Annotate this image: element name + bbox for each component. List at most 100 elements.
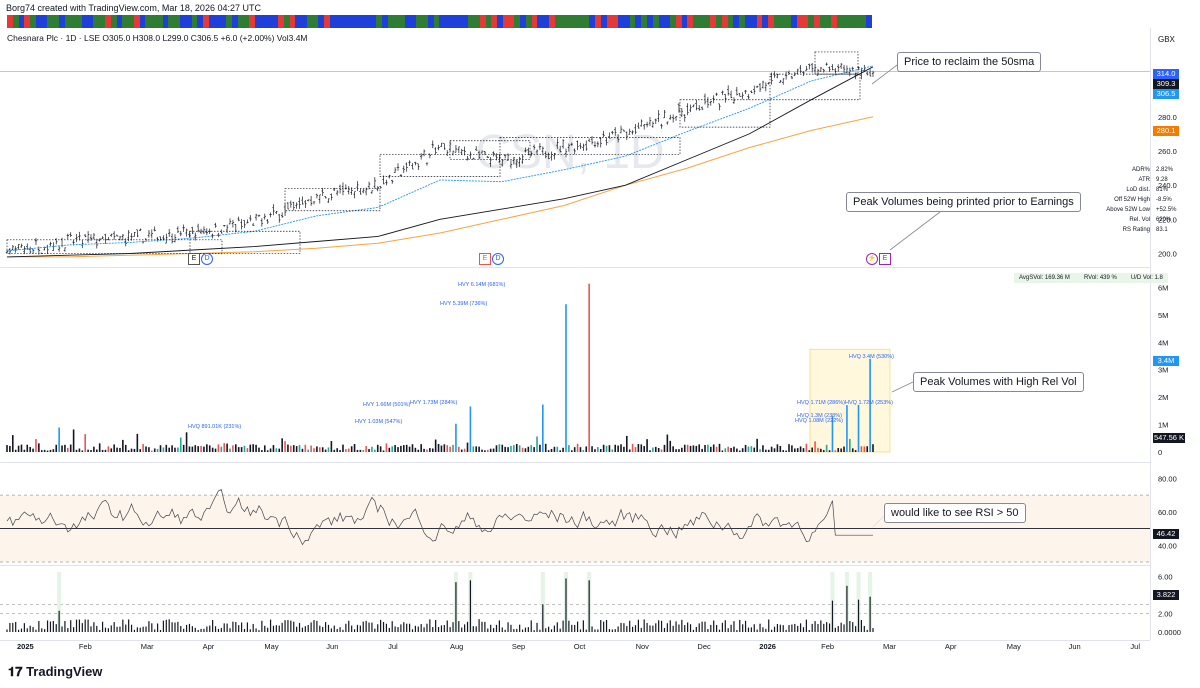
rvol-bar bbox=[212, 619, 214, 632]
rvol-bar bbox=[828, 623, 831, 632]
volume-bar bbox=[229, 448, 231, 452]
rvol-bar bbox=[634, 625, 637, 632]
volume-bar bbox=[562, 447, 564, 452]
volume-annotation: HVY 1.03M (547%) bbox=[355, 419, 402, 425]
rvol-bar bbox=[658, 620, 660, 632]
color-bar-cell bbox=[18, 15, 25, 28]
rvol-bar bbox=[293, 621, 295, 632]
rvol-bar bbox=[608, 629, 611, 632]
rvol-bar bbox=[238, 625, 240, 632]
callout-rsi[interactable]: would like to see RSI > 50 bbox=[884, 503, 1026, 523]
callout-sma[interactable]: Price to reclaim the 50sma bbox=[897, 52, 1042, 72]
rvol-bar bbox=[128, 619, 130, 632]
callout-relvol[interactable]: Peak Volumes with High Rel Vol bbox=[913, 372, 1084, 392]
rvol-bar bbox=[446, 620, 448, 632]
volume-bar bbox=[692, 445, 695, 452]
volume-bar bbox=[426, 449, 428, 452]
volume-bar bbox=[177, 447, 179, 452]
color-bar-cell bbox=[710, 15, 717, 28]
volume-bar bbox=[750, 446, 753, 452]
symbol-legend[interactable]: Chesnara Plc · 1D · LSE O305.0 H308.0 L2… bbox=[7, 33, 308, 43]
color-bar-cell bbox=[681, 15, 688, 28]
volume-bar bbox=[637, 443, 640, 452]
color-bar-cell bbox=[837, 15, 844, 28]
rvol-bar bbox=[394, 626, 396, 632]
volume-bar bbox=[119, 447, 121, 452]
volume-bar bbox=[736, 448, 738, 452]
volume-bar bbox=[281, 438, 283, 452]
rvol-bar bbox=[183, 628, 185, 632]
rvol-bar bbox=[397, 627, 399, 632]
color-bar-cell bbox=[733, 15, 740, 28]
volume-bar bbox=[330, 441, 333, 452]
rvol-bar bbox=[171, 622, 173, 632]
volume-bar bbox=[501, 444, 504, 452]
color-bar-cell bbox=[814, 15, 820, 28]
volume-bar bbox=[58, 427, 60, 452]
color-bar-cell bbox=[329, 15, 336, 28]
rvol-bar bbox=[747, 627, 750, 632]
volume-annotation: HVY 1.73M (284%) bbox=[410, 400, 457, 406]
rvol-bar bbox=[180, 625, 182, 632]
earnings-marker[interactable]: E bbox=[479, 253, 491, 265]
stat-key: Above 52W Low bbox=[1106, 207, 1150, 213]
volume-bar bbox=[504, 446, 506, 452]
color-bar-cell bbox=[577, 15, 584, 28]
volume-bar bbox=[721, 450, 724, 452]
rvol-bar bbox=[510, 624, 512, 632]
rvol-bar bbox=[125, 624, 127, 632]
volume-bar bbox=[116, 447, 118, 452]
earnings-marker[interactable]: E bbox=[188, 253, 200, 265]
rvol-bar bbox=[869, 596, 871, 632]
color-bar-cell bbox=[283, 15, 290, 28]
volume-bar bbox=[87, 449, 89, 452]
rvol-bar bbox=[762, 627, 764, 632]
rvol-bar bbox=[811, 623, 813, 632]
rvol-bar bbox=[133, 629, 136, 632]
dividend-marker[interactable]: D bbox=[201, 253, 213, 265]
volume-bar bbox=[553, 446, 556, 452]
time-tick-label: 2026 bbox=[759, 642, 776, 651]
rvol-bar bbox=[779, 624, 781, 632]
rvol-bar bbox=[122, 619, 124, 632]
rvol-bar bbox=[174, 622, 176, 632]
highlight-volume-box bbox=[809, 348, 891, 453]
range-box bbox=[189, 230, 301, 254]
volume-bar bbox=[458, 446, 460, 452]
pane-separator-time bbox=[0, 640, 1150, 641]
rvol-bar bbox=[739, 619, 741, 632]
volume-bar bbox=[431, 448, 434, 452]
rvol-bar bbox=[443, 625, 445, 632]
earnings-marker[interactable]: E bbox=[879, 253, 891, 265]
rvol-bar bbox=[640, 627, 642, 632]
volume-bar bbox=[38, 443, 40, 452]
rvol-bar bbox=[689, 624, 692, 632]
color-bar-cell bbox=[208, 15, 215, 28]
callout-earnings[interactable]: Peak Volumes being printed prior to Earn… bbox=[846, 192, 1081, 212]
volume-bar bbox=[666, 434, 669, 452]
volume-bar bbox=[145, 446, 147, 452]
stat-key: Off 52W High bbox=[1114, 197, 1150, 203]
volume-bar bbox=[617, 445, 619, 452]
volume-bar bbox=[507, 447, 509, 452]
time-tick-label: May bbox=[264, 642, 278, 651]
volume-bar bbox=[368, 449, 370, 452]
rvol-bar bbox=[194, 627, 196, 632]
volume-bar bbox=[6, 445, 8, 452]
volume-bar bbox=[46, 450, 49, 452]
split-marker[interactable]: ⚡ bbox=[866, 253, 878, 265]
color-bar-cell bbox=[595, 15, 601, 28]
rvol-bar bbox=[70, 620, 72, 632]
volume-bar bbox=[654, 446, 657, 452]
dividend-marker[interactable]: D bbox=[492, 253, 504, 265]
color-bar-cell bbox=[364, 15, 371, 28]
volume-bar bbox=[547, 450, 550, 452]
volume-bar bbox=[831, 416, 834, 452]
volume-bar bbox=[573, 447, 576, 452]
rvol-bar bbox=[284, 620, 286, 632]
volume-bar bbox=[159, 445, 162, 452]
rvol-bar bbox=[322, 626, 324, 632]
rvol-bar bbox=[698, 623, 700, 632]
volume-bar bbox=[472, 446, 475, 452]
